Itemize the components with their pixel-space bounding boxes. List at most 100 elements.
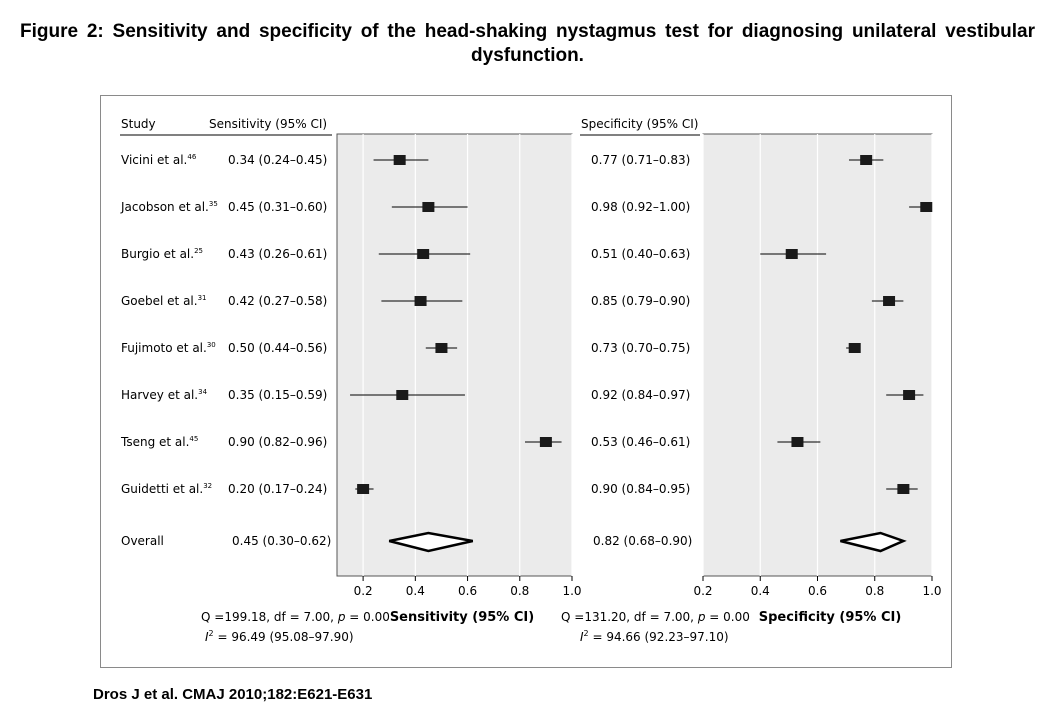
sens-point-estimate — [417, 249, 430, 259]
spec-estimate-label: 0.92 (0.84–0.97) — [591, 388, 690, 402]
spec-q-prefix: Q =131.20, df = 7.00, — [561, 610, 698, 624]
study-name-text: Vicini et al. — [121, 153, 187, 167]
spec-i-value: = 94.66 (92.23–97.10) — [589, 630, 729, 644]
sens-tick-label: 1.0 — [562, 584, 581, 598]
sens-estimate-label: 0.42 (0.27–0.58) — [228, 294, 327, 308]
spec-p-symbol: p — [697, 610, 706, 624]
spec-column-header: Specificity (95% CI) — [581, 117, 698, 131]
sens-estimate-label: 0.43 (0.26–0.61) — [228, 247, 327, 261]
sens-point-estimate — [539, 437, 552, 447]
sens-i-sup: 2 — [209, 629, 214, 638]
study-name: Tseng et al.45 — [120, 435, 198, 449]
spec-estimate-label: 0.53 (0.46–0.61) — [591, 435, 690, 449]
study-name-text: Fujimoto et al. — [121, 341, 207, 355]
study-name-text: Burgio et al. — [121, 247, 194, 261]
spec-point-estimate — [883, 296, 896, 306]
spec-estimate-label: 0.98 (0.92–1.00) — [591, 200, 690, 214]
sens-q-prefix: Q =199.18, df = 7.00, — [201, 610, 338, 624]
study-name: Goebel et al.31 — [121, 294, 207, 308]
study-name: Vicini et al.46 — [121, 153, 197, 167]
spec-heterogeneity-i2: I2 = 94.66 (92.23–97.10) — [580, 629, 729, 644]
spec-tick-label: 0.8 — [865, 584, 884, 598]
study-name-text: Goebel et al. — [121, 294, 198, 308]
spec-heterogeneity-q: Q =131.20, df = 7.00, p = 0.00 — [561, 610, 750, 624]
study-name-text: Guidetti et al. — [121, 482, 203, 496]
study-name: Guidetti et al.32 — [121, 482, 212, 496]
study-ref: 25 — [194, 247, 203, 255]
sens-point-estimate — [414, 296, 427, 306]
sens-tick-label: 0.8 — [510, 584, 529, 598]
sens-estimate-label: 0.50 (0.44–0.56) — [228, 341, 327, 355]
sens-point-estimate — [393, 155, 406, 165]
spec-i-symbol: I — [580, 630, 584, 644]
study-ref: 34 — [198, 388, 207, 396]
spec-point-estimate — [785, 249, 798, 259]
spec-x-axis: 0.2 0.4 0.6 0.8 1.0 — [693, 576, 942, 598]
sens-x-label: Sensitivity (95% CI) — [390, 610, 534, 625]
sens-overall-diamond — [388, 531, 474, 553]
sens-i-symbol: I — [205, 630, 209, 644]
spec-p-value: = 0.00 — [705, 610, 749, 624]
overall-name: Overall — [121, 534, 164, 548]
sens-x-axis: 0.2 0.4 0.6 0.8 1.0 — [354, 576, 582, 598]
spec-estimate-label: 0.73 (0.70–0.75) — [591, 341, 690, 355]
sens-tick-label: 0.2 — [354, 584, 373, 598]
spec-overall-label: 0.82 (0.68–0.90) — [593, 534, 692, 548]
sens-estimate-label: 0.90 (0.82–0.96) — [228, 435, 327, 449]
study-name: Burgio et al.25 — [121, 247, 203, 261]
spec-estimate-label: 0.77 (0.71–0.83) — [591, 153, 690, 167]
spec-point-estimate — [860, 155, 873, 165]
sens-overall-label: 0.45 (0.30–0.62) — [232, 534, 331, 548]
spec-tick-label: 0.6 — [808, 584, 827, 598]
spec-point-estimate — [897, 484, 910, 494]
sens-estimate-label: 0.45 (0.31–0.60) — [228, 200, 327, 214]
spec-tick-label: 1.0 — [922, 584, 941, 598]
figure-title: Figure 2: Sensitivity and specificity of… — [20, 21, 1035, 66]
spec-point-estimate — [920, 202, 933, 212]
sens-tick-label: 0.4 — [406, 584, 425, 598]
sens-point-estimate — [396, 390, 409, 400]
sens-column-header: Sensitivity (95% CI) — [209, 117, 327, 131]
sens-point-estimate — [422, 202, 435, 212]
sens-p-symbol: p — [337, 610, 346, 624]
study-name: Harvey et al.34 — [121, 388, 208, 402]
spec-estimate-label: 0.85 (0.79–0.90) — [591, 294, 690, 308]
study-name: Jacobson et al.35 — [120, 200, 218, 214]
spec-i-sup: 2 — [584, 629, 589, 638]
spec-estimate-label: 0.90 (0.84–0.95) — [591, 482, 690, 496]
study-ref: 30 — [207, 341, 216, 349]
figure-citation: Dros J et al. CMAJ 2010;182:E621-E631 — [93, 686, 373, 703]
sens-estimate-label: 0.35 (0.15–0.59) — [228, 388, 327, 402]
spec-point-estimate — [848, 343, 861, 353]
study-name: Fujimoto et al.30 — [121, 341, 216, 355]
study-ref: 46 — [187, 153, 196, 161]
sens-estimate-label: 0.34 (0.24–0.45) — [228, 153, 327, 167]
spec-estimate-label: 0.51 (0.40–0.63) — [591, 247, 690, 261]
sens-point-estimate — [357, 484, 370, 494]
sens-heterogeneity-q: Q =199.18, df = 7.00, p = 0.00 — [201, 610, 390, 624]
study-ref: 45 — [189, 435, 198, 443]
study-name-text: Jacobson et al. — [120, 200, 209, 214]
spec-x-label: Specificity (95% CI) — [759, 610, 902, 625]
sens-p-value: = 0.00 — [345, 610, 389, 624]
sens-plot-area — [336, 133, 573, 577]
sens-estimate-label: 0.20 (0.17–0.24) — [228, 482, 327, 496]
study-ref: 31 — [198, 294, 207, 302]
study-column-header: Study — [121, 117, 156, 131]
forest-rows: Vicini et al.46 0.34 (0.24–0.45) 0.77 (0.7… — [120, 153, 933, 553]
spec-tick-label: 0.4 — [751, 584, 770, 598]
sens-tick-label: 0.6 — [458, 584, 477, 598]
spec-tick-label: 0.2 — [693, 584, 712, 598]
sens-i-value: = 96.49 (95.08–97.90) — [214, 630, 354, 644]
spec-point-estimate — [903, 390, 916, 400]
sens-point-estimate — [435, 343, 448, 353]
study-ref: 32 — [203, 482, 212, 490]
sens-heterogeneity-i2: I2 = 96.49 (95.08–97.90) — [205, 629, 354, 644]
spec-overall-diamond — [840, 531, 907, 553]
study-name-text: Tseng et al. — [120, 435, 189, 449]
sens-gridlines — [362, 134, 573, 576]
spec-point-estimate — [791, 437, 804, 447]
study-ref: 35 — [209, 200, 218, 208]
study-name-text: Harvey et al. — [121, 388, 198, 402]
